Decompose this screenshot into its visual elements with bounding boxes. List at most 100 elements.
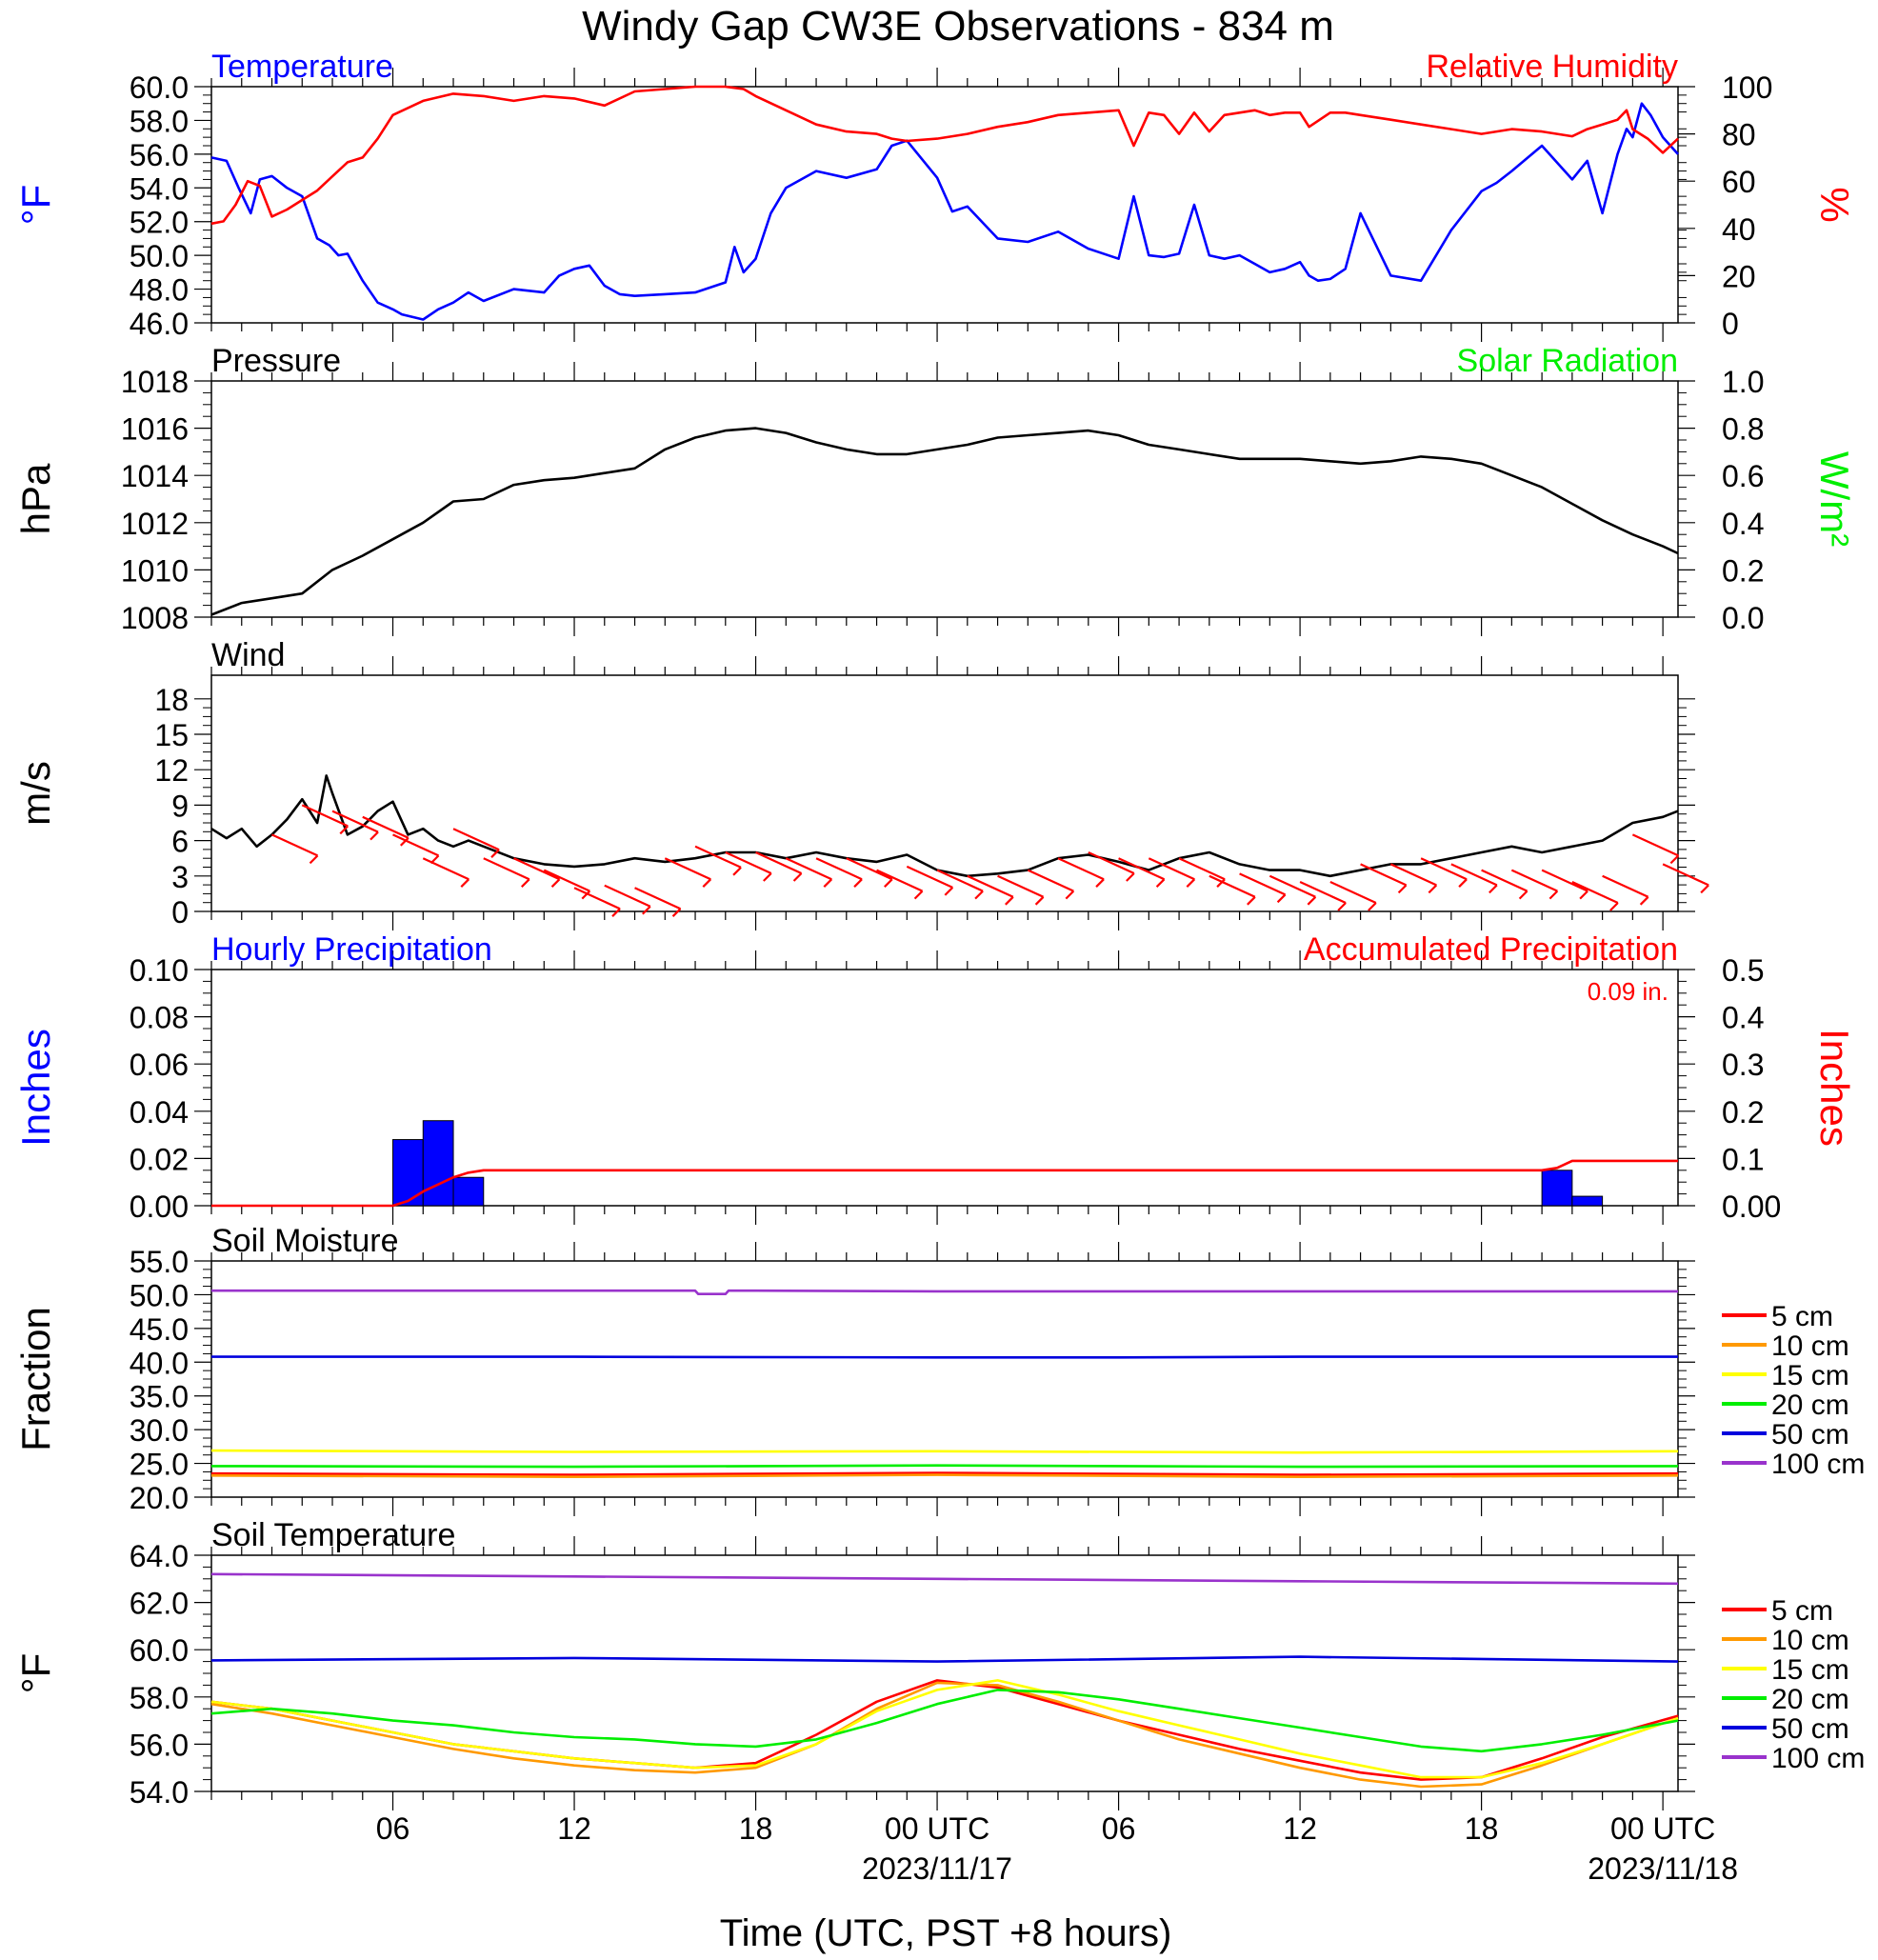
wind-barb-flag [1126,872,1135,882]
y-tick-label: 25.0 [130,1448,189,1482]
wind-barb [1209,874,1256,898]
legend-label: 50 cm [1771,1713,1849,1745]
y-tick-label: 6 [171,825,189,859]
series-line-accumulated-precipitation [211,1159,1678,1208]
wind-barb-flag [732,867,742,876]
wind-barb [1178,857,1226,881]
wind-barb [604,884,651,908]
wind-barb [1510,869,1558,892]
legend-label: 100 cm [1771,1743,1865,1774]
y-tick-label: 58.0 [130,1681,189,1715]
series-line-20-cm [210,1464,1679,1469]
y-right-tick-label: 0 [1722,307,1739,341]
y-tick-label: 58.0 [130,104,189,138]
y-tick-label: 30.0 [130,1413,189,1448]
x-tick-label: 00 UTC [1610,1811,1715,1846]
y-right-tick-label: 0.8 [1722,412,1764,447]
series-line-temperature [210,102,1679,321]
wind-barb-flag [884,878,893,888]
wind-barb [513,857,560,881]
y-tick-label: 35.0 [130,1380,189,1414]
series-line-15-cm [210,1679,1679,1779]
wind-barb [936,869,984,892]
wind-barb [422,857,470,881]
x-tick-label: 06 [1102,1811,1136,1846]
y-axis-label: m/s [13,761,58,826]
wind-barb [1360,863,1408,887]
y-axis-label: °F [13,1653,58,1693]
wind-barb-flag [1368,902,1377,911]
wind-barb-flag [1065,890,1075,900]
panel-soil-moisture: 20.025.030.035.040.045.050.055.0 Soil Moi… [13,1223,1695,1516]
wind-barb-flag [611,908,621,917]
wind-barb [906,865,953,889]
series-line-5-cm [210,1679,1679,1781]
y-axis-label-right: W/m² [1812,451,1857,547]
panel-title-right: Solar Radiation [1457,343,1678,379]
y-tick-label: 40.0 [130,1346,189,1380]
y-tick-label: 60.0 [130,1633,189,1668]
wind-barb [1450,863,1498,887]
y-tick-label: 48.0 [130,273,189,308]
wind-barb-flag [1307,896,1317,906]
y-tick-label: 1018 [121,365,189,399]
series-line-15-cm [210,1449,1679,1454]
wind-barb-flag [1034,896,1045,906]
wind-barb-flag [460,878,470,888]
wind-barb-flag [853,878,863,888]
y-tick-label: 18 [154,683,189,717]
wind-barb [543,869,590,892]
y-tick-label: 55.0 [130,1245,189,1279]
wind-barb [1269,874,1316,898]
legend-label: 5 cm [1771,1301,1833,1332]
wind-barb-flag [944,887,954,896]
wind-barb-flag [671,908,682,917]
wind-barb [362,815,410,839]
wind-barb [1148,857,1195,881]
wind-barb-flag [1095,878,1105,888]
wind-barb-flag [1397,884,1408,894]
series-line-50-cm [211,1355,1678,1359]
series-line-pressure [210,427,1679,616]
wind-barb [1329,881,1377,904]
legend-label: 100 cm [1771,1449,1865,1480]
wind-barb-flag [1428,884,1438,894]
x-tick-label: 12 [1283,1811,1317,1846]
series-line-wind-speed [210,774,1679,878]
wind-barb-flag [1579,890,1588,900]
y-right-tick-label: 0.0 [1722,601,1764,635]
panel-soil-temperature: 54.0 56.0 58.0 60.0 62.0 64.0 Soil Temperature… [13,1517,1695,1810]
y-right-tick-label: 0.4 [1722,1001,1764,1035]
wind-barb [1541,869,1588,892]
wind-barb [997,874,1045,898]
wind-barb [301,804,349,828]
y-axis-label-right: Inches [1812,1029,1857,1147]
plot-frame [210,1260,1679,1498]
panel-title-left: Wind [211,637,285,673]
wind-barb-flag [823,878,833,888]
wind-barb [392,833,439,857]
wind-barb-flag [1247,896,1256,906]
legend-label: 50 cm [1771,1419,1849,1450]
wind-barb [1088,851,1135,874]
y-right-tick-label: 0.1 [1722,1142,1764,1176]
precip-bar [1571,1195,1604,1207]
y-tick-label: 1010 [121,553,189,588]
wind-barb-flag [339,825,350,835]
legend-label: 20 cm [1771,1390,1849,1421]
legend-label: 10 cm [1771,1625,1849,1656]
wind-barb-flag [581,890,591,900]
legend-label: 5 cm [1771,1595,1833,1627]
x-tick-label: 18 [739,1811,773,1846]
wind-barb [1027,869,1074,892]
y-right-tick-label: 80 [1722,118,1756,152]
x-tick-label: 12 [557,1811,591,1846]
series-line-20-cm [210,1689,1679,1753]
y-axis-label: hPa [13,463,58,534]
y-tick-label: 20.0 [130,1481,189,1515]
y-tick-label: 60.0 [130,70,189,105]
plot-frame [210,1554,1679,1792]
wind-barb [1299,881,1347,904]
y-axis-label: Fraction [13,1307,58,1451]
wind-barb [694,845,742,869]
